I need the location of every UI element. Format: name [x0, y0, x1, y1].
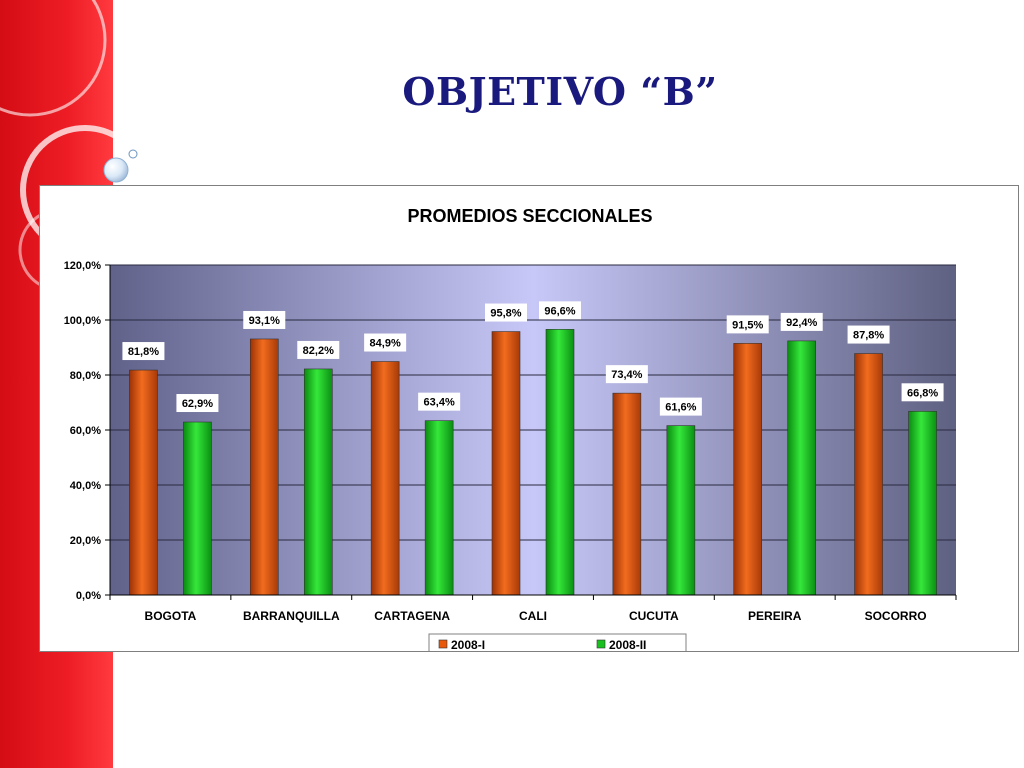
data-label: 63,4%	[424, 397, 455, 409]
data-label-box	[605, 365, 648, 384]
y-tick-label: 60,0%	[70, 425, 101, 437]
data-label: 91,5%	[732, 319, 763, 331]
small-bubble-icon	[128, 149, 138, 159]
x-category-label: BARRANQUILLA	[243, 609, 340, 623]
data-label-box	[243, 310, 286, 329]
x-category-label: BOGOTA	[145, 609, 197, 623]
bar-2008-i	[249, 338, 279, 596]
chart-frame: PROMEDIOS SECCIONALES 0,0% 20,0% 40,0% 60,0…	[39, 185, 1019, 652]
y-tick-label: 20,0%	[70, 535, 101, 547]
data-label-box	[847, 325, 890, 344]
y-tick-label: 80,0%	[70, 370, 101, 382]
x-category-label: CUCUTA	[629, 609, 679, 623]
legend-swatch	[596, 639, 606, 649]
bar-2008-i	[612, 392, 642, 596]
bubble-icon	[103, 157, 129, 183]
bar-2008-i	[129, 369, 158, 596]
legend-box	[428, 633, 687, 651]
bar-2008-i	[854, 353, 883, 596]
data-label: 92,4%	[786, 317, 817, 329]
bar-2008-ii	[787, 340, 817, 596]
y-axis: 0,0% 20,0% 40,0% 60,0% 80,0% 100,0% 120,0%	[64, 260, 111, 602]
x-category-label: SOCORRO	[865, 609, 927, 623]
bar-2008-i	[491, 331, 521, 596]
legend: 2008-I 2008-II	[428, 633, 687, 651]
bar-2008-ii	[666, 425, 696, 596]
data-label: 66,8%	[907, 387, 938, 399]
y-tick-label: 100,0%	[64, 315, 102, 327]
data-label-box	[539, 301, 581, 320]
x-axis: BOGOTA BARRANQUILLA CARTAGENA CALI CUCUTA PER…	[109, 594, 957, 623]
bar-2008-i	[370, 361, 400, 596]
bar-2008-ii	[303, 368, 333, 596]
y-tick-label: 40,0%	[70, 480, 101, 492]
data-label: 96,6%	[544, 305, 575, 317]
legend-label: 2008-II	[609, 638, 646, 651]
bar-2008-i	[733, 343, 763, 596]
legend-swatch	[438, 639, 448, 649]
data-label-box	[659, 397, 702, 416]
data-label-box	[726, 315, 769, 334]
y-tick-label: 0,0%	[76, 590, 101, 602]
decor-circle-outline	[0, 0, 107, 117]
y-tick-label: 120,0%	[64, 260, 102, 272]
data-label-box	[297, 340, 340, 359]
slide-title: OBJETIVO “B”	[402, 69, 718, 114]
data-label: 87,8%	[853, 330, 884, 342]
data-label-box	[901, 383, 944, 402]
data-label: 73,4%	[611, 369, 642, 381]
data-label-box	[122, 342, 165, 361]
x-category-label: CARTAGENA	[374, 609, 450, 623]
bar-2008-ii	[183, 421, 212, 596]
bars: 81,8% 62,9% 93,1% 82,2% 84,9% 63,4% 95,8% 96,6%…	[122, 301, 944, 596]
data-label-box	[780, 312, 823, 331]
data-label: 61,6%	[665, 402, 696, 414]
data-label: 81,8%	[128, 346, 159, 358]
bar-chart: PROMEDIOS SECCIONALES 0,0% 20,0% 40,0% 60,0…	[64, 206, 957, 651]
chart-title: PROMEDIOS SECCIONALES	[407, 206, 652, 226]
data-label: 82,2%	[303, 345, 334, 357]
bar-2008-ii	[545, 329, 575, 596]
data-label-box	[176, 394, 219, 413]
data-label-box	[418, 392, 461, 411]
data-label: 93,1%	[249, 315, 280, 327]
x-category-label: PEREIRA	[748, 609, 802, 623]
bar-2008-ii	[908, 411, 937, 596]
bar-2008-ii	[424, 420, 454, 596]
data-label: 95,8%	[490, 308, 521, 320]
data-label-box	[364, 333, 407, 352]
legend-label: 2008-I	[451, 638, 485, 651]
x-category-label: CALI	[519, 609, 547, 623]
data-label: 84,9%	[370, 338, 401, 350]
data-label-box	[485, 303, 527, 322]
data-label: 62,9%	[182, 398, 213, 410]
